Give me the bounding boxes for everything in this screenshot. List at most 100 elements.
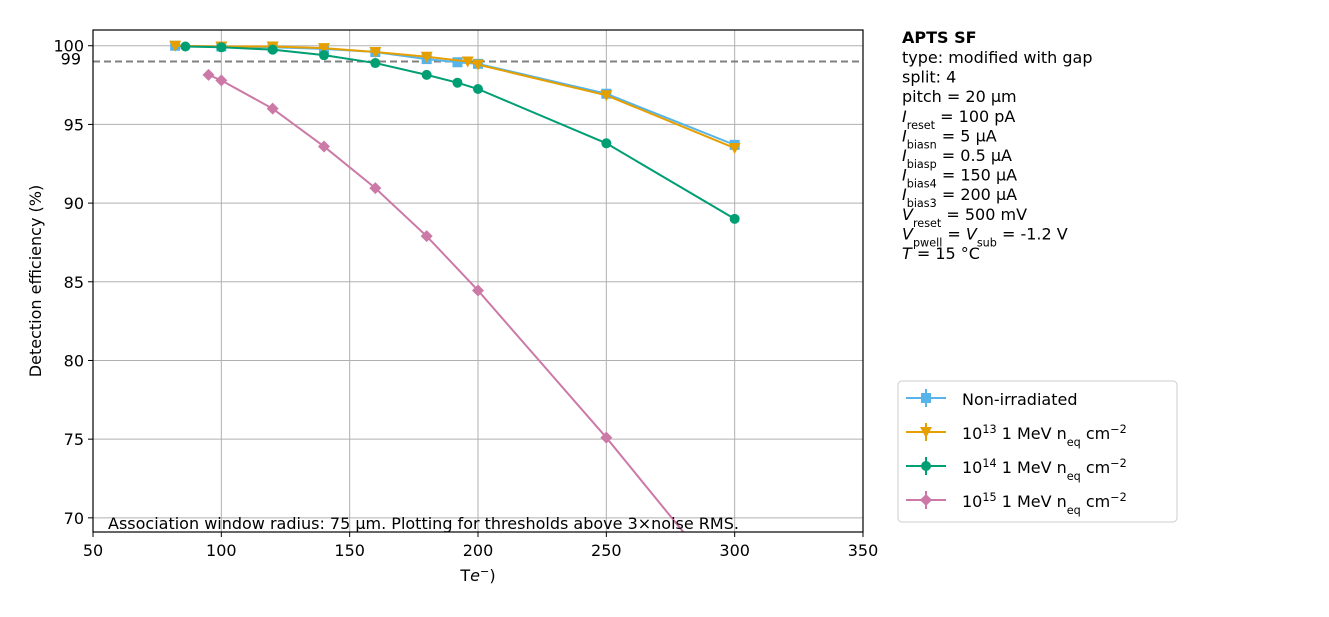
series-line	[185, 45, 736, 220]
text-part: I	[902, 166, 907, 185]
text-part: I	[902, 146, 907, 165]
text-part: T	[902, 244, 913, 263]
text-part: −	[480, 565, 489, 578]
point	[601, 138, 612, 149]
point	[920, 494, 932, 506]
text-part: V	[902, 224, 914, 243]
point	[180, 41, 191, 52]
text-part: cm	[1081, 424, 1110, 443]
x-tick-label: 250	[591, 541, 622, 560]
point	[369, 182, 382, 195]
point	[319, 50, 329, 61]
text-part: cm	[1081, 458, 1110, 477]
text-part: 10	[962, 424, 982, 443]
x-axis-label: Te−)	[459, 565, 495, 586]
text-part: −2	[1110, 423, 1127, 436]
y-tick-label: 75	[64, 430, 84, 449]
info-line: Ireset = 100 pA	[902, 107, 1015, 132]
annotation: Association window radius: 75 µm. Plotti…	[108, 514, 739, 533]
point	[920, 427, 932, 438]
text-part: = 15 °C	[912, 244, 980, 263]
point	[729, 589, 741, 601]
y-tick-label: 70	[64, 509, 84, 528]
text-part: =	[942, 224, 966, 243]
info-line: type: modified with gap	[902, 48, 1093, 67]
point	[420, 230, 433, 243]
text-part: e	[470, 566, 480, 585]
y-tick-label: 90	[64, 194, 84, 213]
point	[921, 461, 931, 471]
text-part: = 100 pA	[935, 107, 1015, 126]
text-part: = 150 µA	[937, 166, 1017, 185]
point	[420, 51, 433, 63]
info-line: Ibias3 = 200 µA	[902, 185, 1017, 210]
text-part: 1 MeV n	[997, 492, 1067, 511]
x-tick-label: 200	[463, 541, 494, 560]
axes-frame	[92, 29, 864, 533]
point	[729, 213, 740, 224]
point	[266, 102, 279, 115]
x-tick-label: 100	[206, 541, 237, 560]
point	[202, 68, 215, 81]
x-tick-label: 150	[334, 541, 365, 560]
legend-label: Non-irradiated	[962, 390, 1077, 409]
text-part: )	[489, 566, 495, 585]
text-part: sub	[977, 236, 997, 249]
x-tick-label: 350	[848, 541, 879, 560]
text-part: reset	[913, 216, 942, 229]
info-line: Ibias4 = 150 µA	[902, 166, 1017, 191]
y-axis-label: Detection efficiency (%)	[26, 185, 45, 377]
point	[472, 284, 484, 297]
info-line: T = 15 °C	[902, 244, 980, 263]
point	[452, 77, 463, 88]
text-part: 14	[982, 457, 996, 470]
text-part: = 0.5 µA	[937, 146, 1012, 165]
legend-box	[897, 380, 1178, 523]
text-part: = 500 mV	[941, 205, 1027, 224]
text-part: reset	[907, 118, 936, 131]
text-part: V	[966, 224, 978, 243]
text-part: 13	[982, 423, 996, 436]
text-part: I	[902, 185, 907, 204]
y-tick-label: 85	[64, 273, 84, 292]
info-line: Ibiasn = 5 µA	[902, 126, 997, 151]
point	[318, 140, 330, 153]
legend-label: 1014 1 MeV neq cm−2	[962, 457, 1127, 483]
text-part: I	[902, 126, 907, 145]
text-part: T	[459, 566, 470, 585]
legend-label: 1013 1 MeV neq cm−2	[962, 423, 1127, 449]
point	[728, 143, 741, 155]
point	[369, 47, 382, 59]
info-line: pitch = 20 µm	[902, 87, 1017, 106]
text-part: eq	[1067, 436, 1081, 449]
point	[473, 84, 483, 95]
text-part: 1 MeV n	[997, 458, 1067, 477]
point	[921, 393, 931, 403]
point	[216, 42, 227, 53]
plot-area	[169, 40, 741, 601]
text-part: = 5 µA	[937, 126, 997, 145]
text-part: 1 MeV n	[997, 424, 1067, 443]
text-part: pwell	[913, 236, 942, 249]
point	[370, 58, 381, 69]
y-tick-label: 95	[64, 115, 84, 134]
point	[421, 69, 432, 80]
y-tick-label: 80	[64, 351, 84, 370]
series-line	[175, 44, 736, 149]
point	[452, 57, 463, 68]
text-part: eq	[1067, 470, 1081, 483]
text-part: 10	[962, 458, 982, 477]
x-tick-label: 50	[83, 541, 103, 560]
info-title: APTS SF	[902, 28, 977, 47]
point	[600, 90, 613, 102]
point	[215, 74, 228, 87]
point	[472, 59, 484, 71]
text-part: −2	[1110, 457, 1127, 470]
text-part: 10	[962, 492, 982, 511]
info-line: Ibiasp = 0.5 µA	[902, 146, 1012, 171]
y-tick-label: 100	[53, 37, 84, 56]
text-part: eq	[1067, 504, 1081, 517]
text-part: = 200 µA	[937, 185, 1017, 204]
